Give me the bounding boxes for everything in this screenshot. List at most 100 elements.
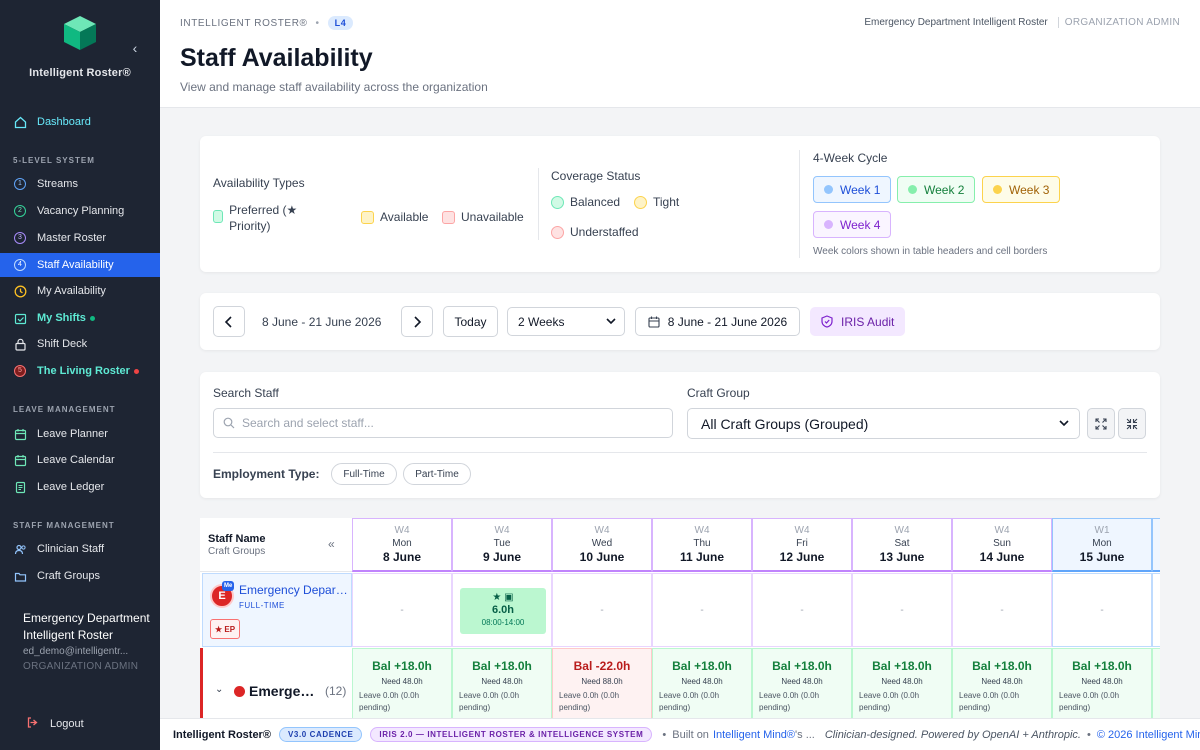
- day-date: 10 June: [579, 550, 625, 564]
- availability-cell[interactable]: -: [1052, 573, 1152, 647]
- org-info: Emergency Department Intelligent Roster …: [864, 17, 1180, 28]
- legend-tight: Tight: [634, 195, 679, 209]
- org-name: Emergency Department Intelligent Roster: [864, 17, 1048, 28]
- availability-cell[interactable]: -: [752, 573, 852, 647]
- nav-craft-groups[interactable]: Craft Groups: [0, 564, 160, 588]
- nav-master-roster-label: Master Roster: [37, 232, 107, 244]
- next-period-button[interactable]: [401, 306, 433, 337]
- week-2-dot: [908, 185, 917, 194]
- level-2-badge: 2: [14, 205, 26, 217]
- staff-name-header: Staff Name: [208, 533, 266, 545]
- availability-cell[interactable]: -: [552, 573, 652, 647]
- nav-shift-deck[interactable]: Shift Deck: [0, 332, 160, 356]
- built-link[interactable]: Intelligent Mind®: [712, 728, 796, 741]
- need: Need 48.0h: [381, 677, 423, 686]
- nav-leave-ledger-label: Leave Ledger: [37, 481, 105, 493]
- legend-understaffed: Understaffed: [551, 225, 639, 239]
- breadcrumb-separator: •: [315, 17, 320, 29]
- staff-name[interactable]: Emergency Department Intelligent Roster: [239, 583, 349, 597]
- nav-my-shifts[interactable]: My Shifts: [0, 306, 160, 330]
- need: Need 48.0h: [881, 677, 923, 686]
- nav-clinician-staff[interactable]: Clinician Staff: [0, 537, 160, 561]
- shift-time: 08:00-14:00: [481, 618, 525, 627]
- week-2-chip[interactable]: Week 2: [897, 176, 976, 203]
- leave: Leave 0.0h (0.0h pending): [959, 691, 1020, 712]
- logout-button[interactable]: Logout: [26, 716, 84, 732]
- availability-cell[interactable]: -: [952, 573, 1052, 647]
- collapse-sidebar-icon[interactable]: ‹: [132, 40, 138, 56]
- search-staff-input[interactable]: Search and select staff...: [213, 408, 673, 438]
- date-range-value: 8 June - 21 June 2026: [667, 314, 788, 329]
- shift-block[interactable]: ★ ▣ 6.0h 08:00-14:00: [460, 588, 546, 634]
- coverage-cell: Bal +18.0h Need 48.0h Leave 0.0h (0.0h pen…: [952, 648, 1052, 718]
- availability-cell[interactable]: ★ ▣ 6.0h 08:00-14:00: [452, 573, 552, 647]
- filter-part-time[interactable]: Part-Time: [403, 463, 471, 485]
- coverage-cell: Bal +18.0h Need 48.0h Leave 0.0h (0.0h pen…: [452, 648, 552, 718]
- week-4-label: Week 4: [840, 217, 881, 232]
- coverage-cell: Bal +18.0h Need 48.0h Leave 0.0h (0.0h pen…: [352, 648, 452, 718]
- day-name: Sun: [993, 538, 1011, 549]
- availability-cell[interactable]: -: [652, 573, 752, 647]
- coverage-cell: Bal +18.0h Need 48.0h Leave 0.0h (0.0h pen…: [852, 648, 952, 718]
- expand-all-button[interactable]: [1087, 408, 1115, 439]
- nav-living-roster-label: The Living Roster: [37, 365, 130, 377]
- nav-my-availability[interactable]: My Availability: [0, 279, 160, 303]
- copyright[interactable]: © 2026 Intelligent Mind®: [1096, 728, 1200, 741]
- week-1-chip[interactable]: Week 1: [813, 176, 892, 203]
- balance: Bal +18.0h: [772, 659, 832, 673]
- nav-vacancy-planning[interactable]: 2 Vacancy Planning: [0, 199, 160, 223]
- filter-full-time[interactable]: Full-Time: [331, 463, 397, 485]
- cube-logo-icon: [64, 16, 96, 50]
- coverage-cell: Bal +18.0h Need 48.0h Leave 0.0h (0.0h pen…: [1052, 648, 1152, 718]
- nav-living-roster[interactable]: 5 The Living Roster: [0, 359, 160, 383]
- nav-my-shifts-label: My Shifts: [37, 312, 86, 324]
- section-leave-label: LEAVE MANAGEMENT: [13, 405, 116, 414]
- calendar-check-icon: [13, 311, 27, 325]
- nav-my-availability-label: My Availability: [37, 285, 106, 297]
- nav-leave-ledger[interactable]: Leave Ledger: [0, 475, 160, 499]
- nav-master-roster[interactable]: 3 Master Roster: [0, 226, 160, 250]
- date-range-picker[interactable]: 8 June - 21 June 2026: [635, 307, 800, 336]
- nav-streams[interactable]: 1 Streams: [0, 172, 160, 196]
- calendar-icon: [13, 453, 27, 467]
- breadcrumb-app[interactable]: INTELLIGENT ROSTER®: [180, 17, 308, 29]
- chevron-down-icon[interactable]: ⌄: [215, 684, 224, 695]
- level-badge: L4: [327, 16, 354, 30]
- nav-leave-calendar[interactable]: Leave Calendar: [0, 448, 160, 472]
- cadence-badge: V3.0 CADENCE: [278, 727, 363, 742]
- craft-group-select[interactable]: All Craft Groups (Grouped): [687, 408, 1080, 439]
- availability-cell[interactable]: -: [352, 573, 452, 647]
- period-select[interactable]: 2 Weeks: [507, 307, 625, 336]
- week-3-chip[interactable]: Week 3: [982, 176, 1061, 203]
- craft-group-row[interactable]: ⌄ Emergency Department (12): [200, 648, 352, 718]
- availability-cell[interactable]: -: [852, 573, 952, 647]
- collapse-column-icon[interactable]: «: [328, 537, 335, 551]
- nav-leave-planner[interactable]: Leave Planner: [0, 422, 160, 446]
- nav-dashboard[interactable]: Dashboard: [0, 110, 160, 134]
- folder-icon: [13, 569, 27, 583]
- craft-group-value: All Craft Groups (Grouped): [701, 415, 869, 432]
- prev-period-button[interactable]: [213, 306, 245, 337]
- iris-audit-button[interactable]: IRIS Audit: [810, 307, 906, 336]
- need: Need 48.0h: [681, 677, 723, 686]
- collapse-all-button[interactable]: [1118, 408, 1146, 439]
- legend-unavailable-label: Unavailable: [461, 210, 524, 224]
- day-name: Thu: [693, 538, 711, 549]
- employment-type: FULL-TIME: [239, 601, 285, 610]
- balance: Bal +18.0h: [872, 659, 932, 673]
- week-tag: W1: [1094, 525, 1110, 536]
- week-tag: W4: [594, 525, 610, 536]
- legend-preferred-label: Preferred (★ Priority): [229, 203, 298, 233]
- balance: Bal +18.0h: [372, 659, 432, 673]
- day-name: Fri: [796, 538, 808, 549]
- leave: Leave 0.0h (0.0h pending): [659, 691, 720, 712]
- nav-staff-availability[interactable]: 4 Staff Availability: [0, 253, 160, 277]
- today-button[interactable]: Today: [443, 306, 498, 337]
- nav-staff-availability-label: Staff Availability: [37, 259, 114, 271]
- page-subtitle: View and manage staff availability acros…: [180, 80, 488, 94]
- built-suffix: 's ...: [795, 728, 815, 741]
- leave: Leave 0.0h (0.0h pending): [759, 691, 820, 712]
- week-4-chip[interactable]: Week 4: [813, 211, 892, 238]
- staff-row[interactable]: E Me Emergency Department Intelligent Ro…: [202, 573, 352, 647]
- coverage-cell: Bal +18.0h Need 48.0h Leave 0.0h (0.0h pen…: [652, 648, 752, 718]
